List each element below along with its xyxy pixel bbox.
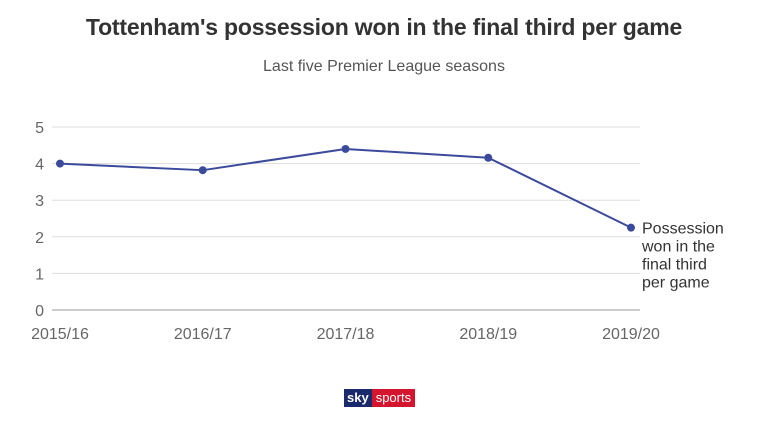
data-point <box>484 153 493 162</box>
series-label-line: Possession <box>642 221 724 238</box>
x-tick-label: 2017/18 <box>317 326 375 343</box>
x-tick-label: 2019/20 <box>602 326 660 343</box>
chart-title: Tottenham's possession won in the final … <box>85 14 683 40</box>
data-point <box>198 166 207 175</box>
x-tick-label: 2015/16 <box>31 326 89 343</box>
y-tick-label: 0 <box>35 303 44 320</box>
y-tick-label: 3 <box>35 193 44 210</box>
data-point <box>627 223 635 232</box>
logo-sky: sky <box>344 389 372 407</box>
x-tick-label: 2018/19 <box>459 326 517 343</box>
y-tick-label: 1 <box>35 266 44 283</box>
sky-sports-logo: sky sports <box>344 389 416 407</box>
y-tick-label: 2 <box>35 230 44 247</box>
data-point <box>341 144 350 153</box>
series-end-label: Possession won in the final third per game <box>641 221 724 292</box>
logo-sports: sports <box>371 389 416 407</box>
y-tick-label: 5 <box>35 120 44 137</box>
y-axis-ticks: 0 1 2 3 4 5 <box>35 120 44 320</box>
series-label-line: final third <box>642 257 707 274</box>
y-tick-label: 4 <box>35 157 44 174</box>
series-label-line: per game <box>642 275 710 292</box>
series-label: Possession won in the final third per game <box>641 221 724 292</box>
series-line <box>59 147 632 229</box>
x-axis-ticks: 2015/16 2016/17 2017/18 2018/19 2019/20 <box>31 326 660 343</box>
gridlines <box>52 126 640 311</box>
chart-subtitle: Last five Premier League seasons <box>263 58 505 75</box>
x-tick-label: 2016/17 <box>174 326 232 343</box>
series-label-line: won in the <box>641 239 715 256</box>
data-point <box>56 159 64 168</box>
series-group <box>56 144 635 232</box>
